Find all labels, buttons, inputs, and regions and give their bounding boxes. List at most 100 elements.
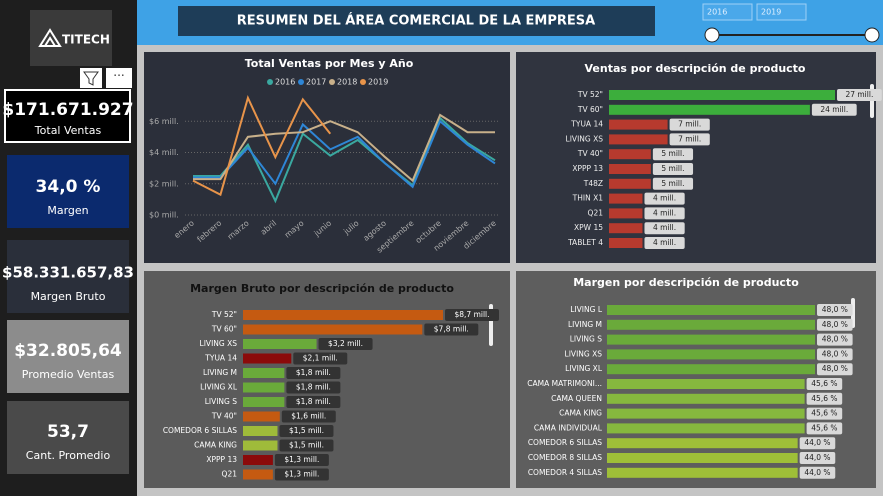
category-label: LIVING XS [565,349,603,358]
value-label: 45,6 % [811,423,837,432]
bar [609,164,651,174]
chart-title: Margen por descripción de producto [573,276,799,289]
legend-label: 2019 [368,78,388,87]
value-label: $8,7 mill. [454,310,489,319]
slider-handle[interactable] [704,27,720,43]
value-label: 4 mill. [653,238,676,247]
kpi-card [7,240,129,313]
value-label: $1,6 mill. [291,412,326,421]
category-label: TYUA 14 [570,120,603,129]
slider-handle[interactable] [864,27,880,43]
bar [607,467,798,478]
value-label: 24 mill. [820,105,848,114]
label-bg [652,148,694,161]
bar [607,334,815,345]
panel [144,271,510,488]
kpi-value: $171.671.927 [2,100,133,120]
bar [243,411,280,422]
label-bg [286,396,341,408]
bar [609,238,643,248]
y-tick-label: $4 mill. [149,148,179,157]
label-bg [286,381,341,394]
kpi-value: 34,0 % [36,177,101,197]
bar [607,349,815,360]
bar [243,382,285,393]
category-label: CAMA QUEEN [551,394,602,403]
label-bg [799,466,836,479]
label-bg [644,207,685,220]
kpi-card [7,401,129,474]
y-tick-label: $0 mill. [149,211,179,220]
slicer-to[interactable] [756,3,807,21]
category-label: LIVING S [205,397,238,406]
bar [609,149,651,160]
chart-title: Total Ventas por Mes y Año [245,57,414,70]
label-bg [817,348,853,361]
bar [609,178,651,189]
label-bg [799,437,836,450]
label-bg [644,192,685,205]
label-bg [837,89,882,101]
bar [607,453,798,463]
category-label: TV 60" [577,105,603,114]
kpi-value: $58.331.657,83 [2,264,134,282]
category-label: LIVING XL [565,364,603,373]
value-label: 45,6 % [811,394,837,403]
value-label: 4 mill. [653,223,676,232]
category-label: XPPP 13 [572,164,603,173]
label-bg [817,363,853,376]
label-bg [279,425,334,437]
value-label: $1,8 mill. [296,397,331,406]
bar [243,455,273,465]
legend-label: 2016 [275,78,295,87]
label-bg [811,103,857,116]
label-bg [669,118,710,131]
bar [609,193,643,204]
slicer-to-text: 2019 [761,8,781,17]
label-bg [806,392,843,405]
legend-swatch [329,79,335,85]
label-bg [817,304,853,316]
bar [607,364,815,375]
bar [609,134,668,145]
kpi-label: Margen Bruto [31,290,106,303]
value-label: 48,0 % [822,320,848,329]
slicer-from[interactable] [702,3,753,21]
category-label: TV 40" [577,149,603,158]
label-bg [669,133,710,146]
category-label: LIVING M [568,320,602,329]
value-label: $3,2 mill. [328,339,363,348]
value-label: 45,6 % [811,409,837,418]
legend-label: 2018 [337,78,357,87]
value-label: 5 mill. [661,149,684,158]
category-label: TV 52" [577,90,603,99]
legend-swatch [360,79,366,85]
kpi-value: $32.805,64 [14,341,122,361]
more-button[interactable] [106,68,132,88]
value-label: $1,8 mill. [296,368,331,377]
category-label: TV 52" [211,310,237,319]
bar [243,440,278,451]
page-title: RESUMEN DEL ÁREA COMERCIAL DE LA EMPRESA [237,13,595,29]
value-label: 5 mill. [661,164,684,173]
category-label: LIVING XS [200,339,238,348]
value-label: 7 mill. [678,120,701,129]
value-label: 4 mill. [653,208,676,217]
bar [243,469,273,480]
bar [609,208,643,219]
label-bg [644,222,685,235]
category-label: LIVING XL [200,383,238,392]
category-label: XPW 15 [574,223,603,232]
logo-text: TITECH [62,33,110,47]
label-bg [286,367,341,379]
legend-swatch [267,79,273,85]
panel [516,52,876,263]
value-label: 4 mill. [653,194,676,203]
filter-button[interactable] [80,68,102,88]
value-label: 44,0 % [804,468,830,477]
bar [609,119,668,130]
label-bg [279,439,334,452]
bar [607,438,798,449]
bar [243,310,443,320]
